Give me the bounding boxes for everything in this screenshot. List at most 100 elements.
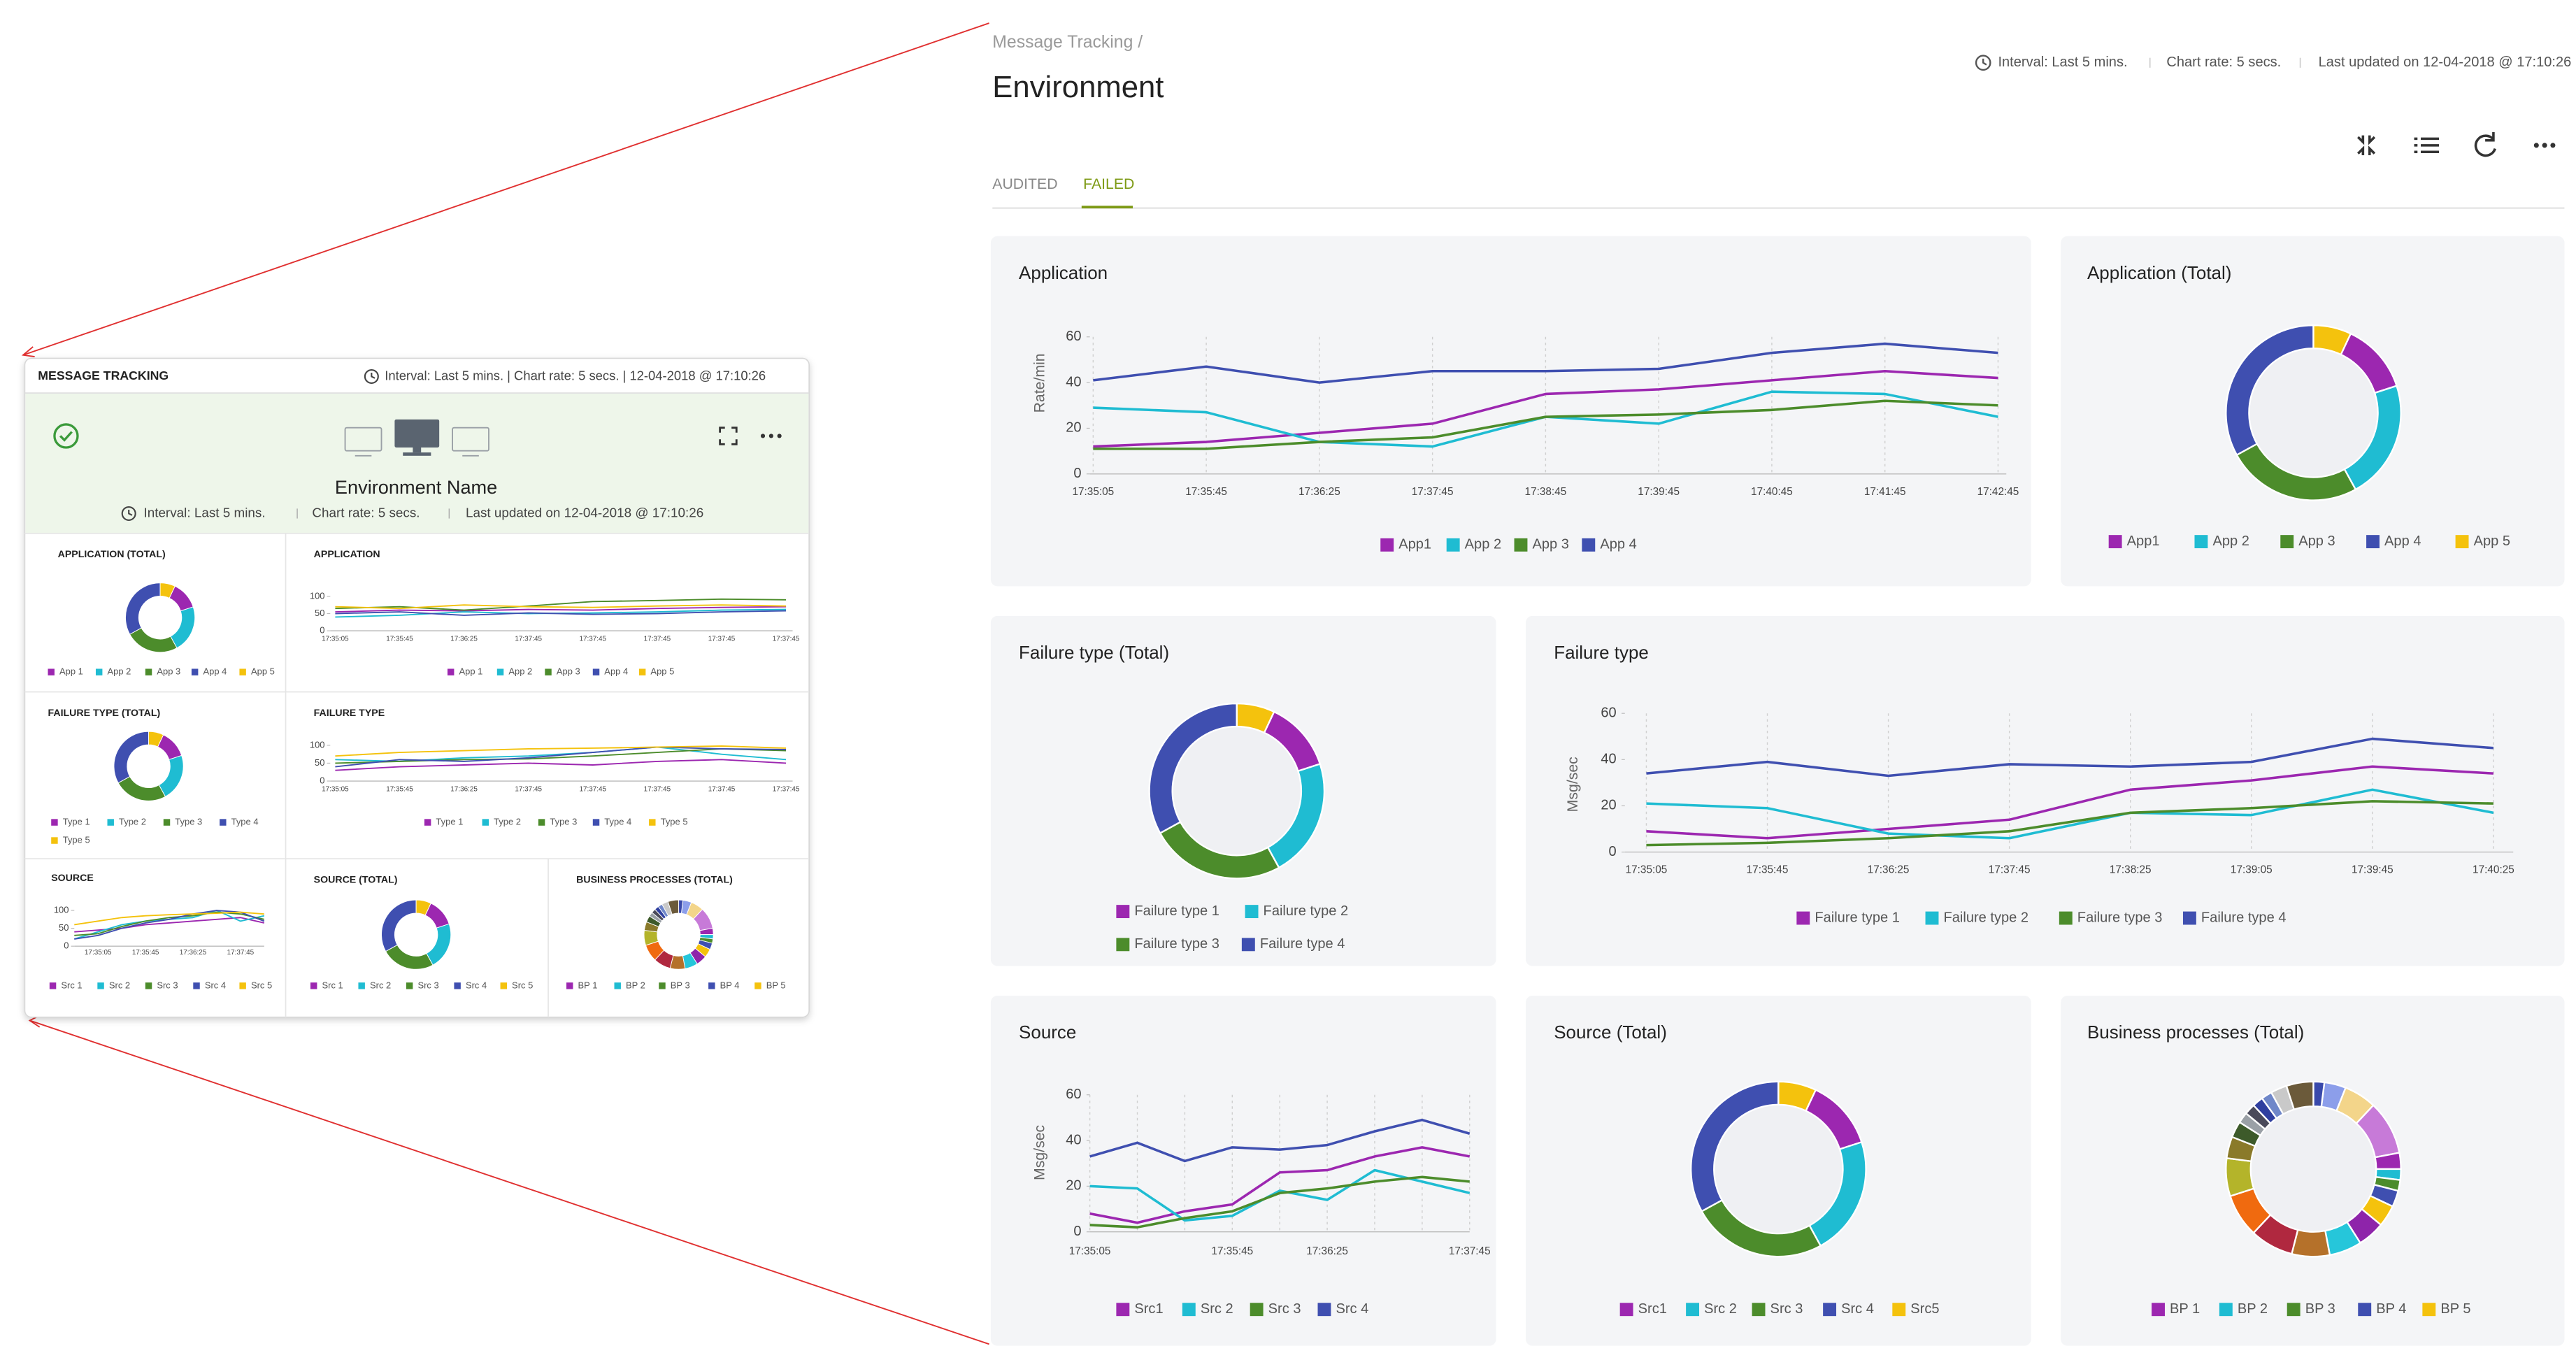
clock-icon	[121, 506, 136, 521]
x-tick-label: 17:39:45	[1638, 486, 1680, 498]
x-tick-label: 17:41:45	[1864, 486, 1906, 498]
legend-swatch	[754, 982, 761, 989]
legend-label: App 4	[604, 666, 628, 677]
legend-label: Type 4	[231, 816, 259, 826]
x-tick-label: 17:37:45	[1412, 486, 1454, 498]
legend-label: Failure type 2	[1944, 910, 2029, 925]
legend-label: Src 3	[1770, 1301, 1803, 1317]
x-tick-label: 17:35:45	[1185, 486, 1227, 498]
line-series	[1646, 737, 2494, 778]
x-tick-label: 17:35:05	[322, 636, 349, 643]
legend-label: Src 4	[1336, 1301, 1368, 1317]
y-tick-label: 50	[315, 757, 324, 768]
legend-swatch	[163, 819, 171, 826]
donut-hole	[2249, 349, 2377, 477]
environment-icons	[344, 419, 489, 457]
more-button[interactable]	[2533, 143, 2556, 148]
line-series	[1093, 342, 1998, 384]
legend-label: BP 1	[578, 980, 598, 990]
interval: Interval: Last 5 mins.	[1998, 55, 2127, 70]
legend-label: Type 2	[494, 816, 521, 826]
legend-swatch	[566, 982, 573, 989]
legend-label: Type 5	[63, 834, 90, 845]
y-tick-label: 100	[310, 739, 325, 750]
chart-title: APPLICATION (TOTAL)	[58, 549, 166, 560]
more-button[interactable]	[760, 434, 782, 438]
legend-label: Type 4	[604, 816, 631, 826]
legend-label: BP 5	[766, 980, 786, 990]
x-tick-label: 17:39:45	[2352, 864, 2393, 876]
y-tick-label: 100	[310, 590, 325, 601]
x-tick-label: 17:36:25	[1868, 864, 1910, 876]
legend-swatch	[193, 982, 200, 989]
tab-active[interactable]: FAILED	[1083, 176, 1134, 192]
y-tick-label: 0	[320, 775, 324, 785]
legend-label: Type 3	[175, 816, 202, 826]
chart-title: Failure type	[1554, 642, 1649, 663]
x-tick-label: 17:35:05	[322, 785, 349, 793]
legend-swatch	[638, 668, 646, 675]
donut-hole	[1715, 1105, 1842, 1233]
x-tick-label: 17:37:45	[515, 785, 542, 793]
chart-title: FAILURE TYPE (TOTAL)	[48, 708, 160, 719]
legend-label: Failure type 4	[1260, 936, 1345, 952]
legend-label: Src 4	[205, 980, 226, 990]
legend-swatch	[2152, 1303, 2165, 1317]
legend-swatch	[424, 819, 431, 826]
x-tick-label: 17:37:45	[1449, 1245, 1491, 1257]
tab-indicator	[1081, 206, 1133, 209]
breadcrumb[interactable]: Message Tracking /	[992, 33, 1143, 52]
legend-swatch	[239, 982, 246, 989]
monitor-icon[interactable]	[452, 427, 489, 457]
legend-swatch	[145, 668, 152, 675]
line-series	[335, 745, 787, 757]
line-series	[335, 746, 787, 768]
chart-card	[1526, 615, 2565, 966]
legend-label: Src 2	[109, 980, 130, 990]
y-tick-label: 20	[1066, 1178, 1081, 1194]
legend-swatch	[1317, 1303, 1331, 1317]
y-tick-label: 60	[1066, 329, 1081, 344]
monitor-icon-active[interactable]	[394, 419, 440, 456]
legend-label: BP 2	[626, 980, 645, 990]
legend-swatch	[2358, 1303, 2372, 1317]
x-tick-label: 17:35:45	[386, 636, 413, 643]
collapse-button[interactable]	[2357, 135, 2376, 156]
legend-swatch	[1752, 1303, 1766, 1317]
chart-title: Source (Total)	[1554, 1022, 1667, 1043]
legend-label: App1	[2127, 534, 2160, 549]
legend-swatch	[1380, 538, 1394, 552]
x-tick-label: 17:36:25	[450, 785, 478, 793]
legend-swatch	[1796, 911, 1810, 925]
y-axis-label: Rate/min	[1031, 353, 1047, 413]
chart-title: Business processes (Total)	[2087, 1022, 2304, 1043]
refresh-button[interactable]	[2474, 131, 2496, 157]
legend-label: Src 3	[417, 980, 438, 990]
legend-label: BP 4	[2376, 1301, 2406, 1317]
legend-swatch	[1925, 911, 1939, 925]
y-tick-label: 0	[1073, 466, 1081, 481]
list-button[interactable]	[2414, 137, 2439, 154]
legend-label: Type 5	[661, 816, 688, 826]
environment-name: Environment Name	[335, 476, 497, 498]
tab[interactable]: AUDITED	[992, 176, 1057, 192]
legend-swatch	[2059, 911, 2073, 925]
legend-label: App1	[1398, 537, 1431, 552]
x-tick-label: 17:37:45	[1989, 864, 2031, 876]
legend-label: App 2	[1465, 537, 1501, 552]
donut-slice	[159, 582, 176, 599]
fullscreen-button[interactable]	[719, 427, 738, 445]
monitor-icon[interactable]	[344, 427, 382, 457]
legend-label: Src5	[1910, 1301, 1939, 1317]
legend-swatch	[1250, 1303, 1264, 1317]
legend-swatch	[51, 837, 58, 844]
x-tick-label: 17:36:25	[450, 636, 478, 643]
interval: Interval: Last 5 mins.	[143, 506, 265, 520]
x-tick-label: 17:35:45	[1211, 1245, 1253, 1257]
chart-title: Failure type (Total)	[1019, 642, 1169, 663]
widget-title: MESSAGE TRACKING	[38, 368, 169, 382]
legend-swatch	[358, 982, 365, 989]
donut-slice	[2312, 1080, 2326, 1108]
